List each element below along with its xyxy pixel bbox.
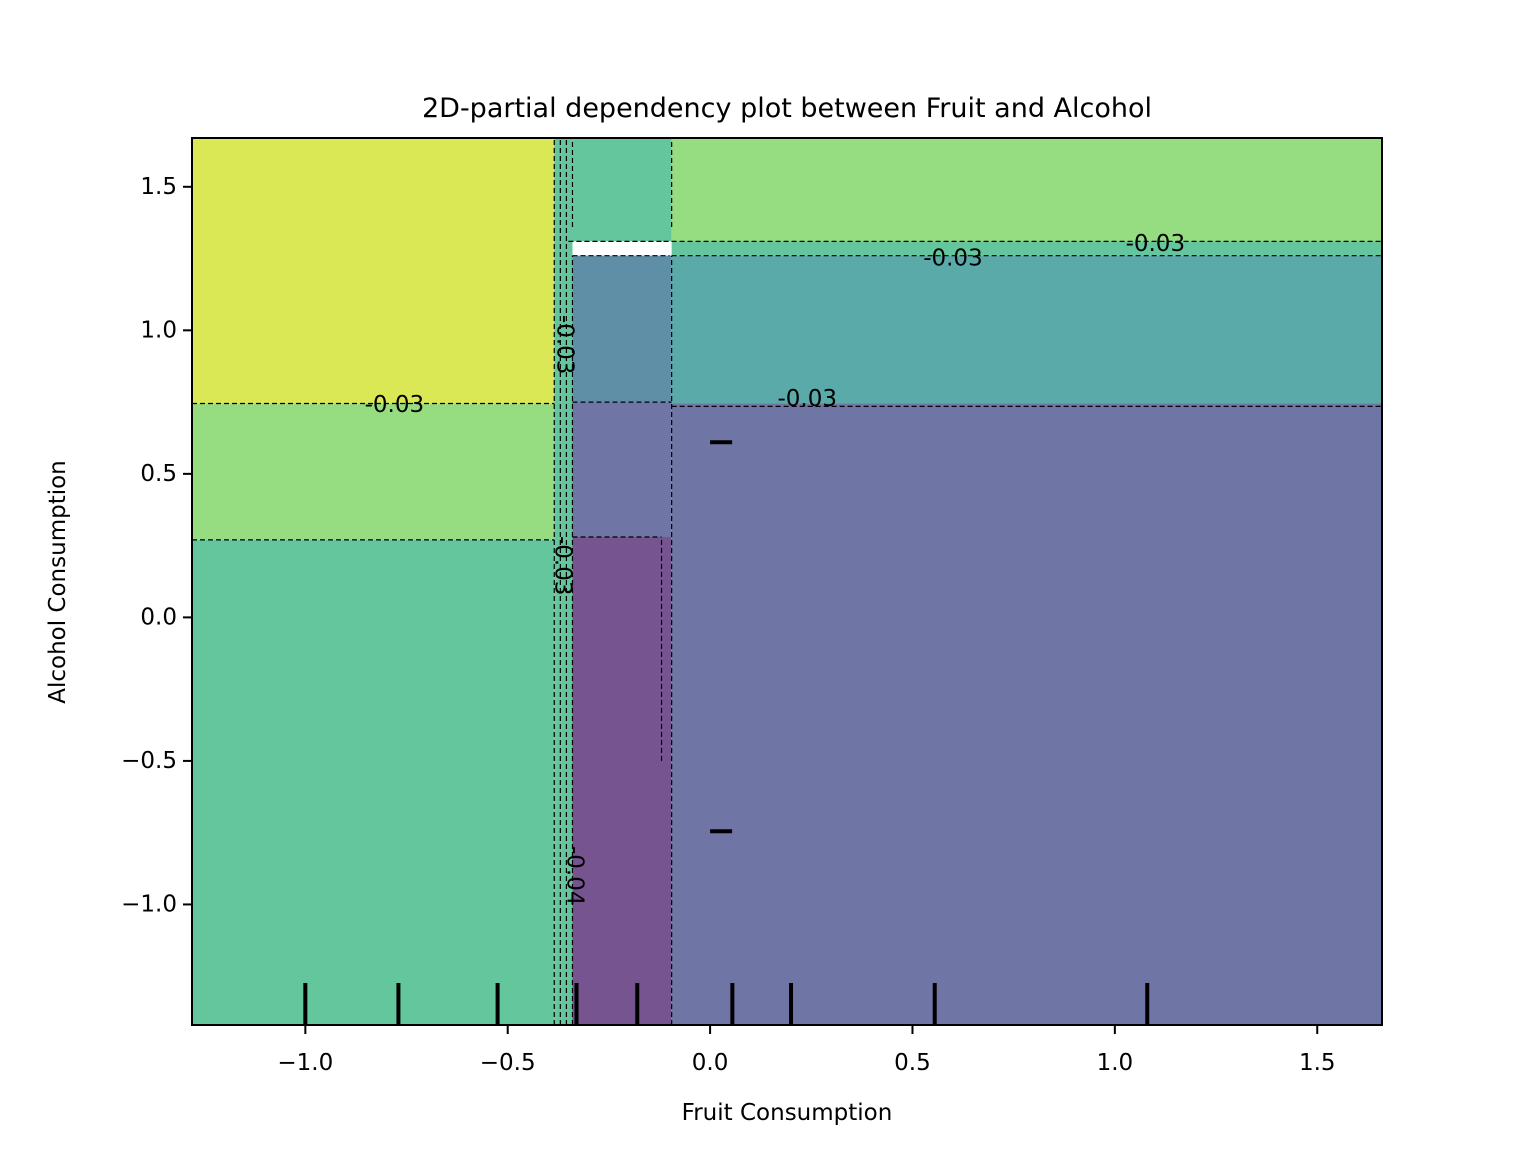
x-axis: −1.0 −0.5 0.0 0.5 1.0 1.5 (277, 1025, 1336, 1076)
rug-layer (303, 440, 1150, 1025)
contour-label-1: -0.03 (777, 386, 837, 412)
y-axis-label: Alcohol Consumption (45, 460, 71, 704)
contour-label-6: -0.04 (562, 846, 588, 906)
contour-fill-layer (192, 138, 1382, 1025)
contour-label-layer: -0.03 -0.03 -0.03 -0.03 -0.03 -0.03 -0.04 (365, 231, 1185, 905)
y-tick-label-2: 0.0 (140, 604, 177, 630)
contour-region-7 (572, 537, 672, 1025)
y-tick-label-5: 1.5 (140, 174, 177, 200)
contour-region-1 (192, 403, 555, 540)
x-tick-label-4: 1.0 (1097, 1050, 1134, 1076)
y-axis: −1.0 −0.5 0.0 0.5 1.0 1.5 (121, 174, 192, 917)
y-tick-label-1: −0.5 (121, 748, 177, 774)
y-tick-label-0: −1.0 (121, 891, 177, 917)
contour-region-0 (192, 138, 555, 404)
y-tick-label-3: 0.5 (140, 461, 177, 487)
contour-region-4 (572, 138, 672, 242)
contour-label-2: -0.03 (923, 246, 983, 272)
contour-label-4: -0.03 (551, 315, 577, 375)
x-tick-label-5: 1.5 (1299, 1050, 1336, 1076)
contour-region-6 (572, 402, 672, 538)
contour-region-2 (192, 539, 555, 1025)
x-tick-label-3: 0.5 (894, 1050, 931, 1076)
contour-region-3 (554, 138, 573, 1025)
contour-region-8 (671, 138, 1382, 242)
x-axis-label: Fruit Consumption (682, 1100, 893, 1126)
contour-label-0: -0.03 (365, 392, 425, 418)
contour-region-5 (572, 255, 672, 403)
plot-frame (191, 137, 1383, 1026)
contour-region-10 (671, 255, 1382, 404)
contour-region-9 (671, 241, 1382, 256)
contour-label-3: -0.03 (1126, 231, 1186, 257)
x-tick-label-0: −1.0 (277, 1050, 333, 1076)
x-tick-label-1: −0.5 (480, 1050, 536, 1076)
x-tick-label-2: 0.0 (692, 1050, 729, 1076)
contour-line-layer (192, 138, 1382, 1025)
contour-region-11 (671, 403, 1382, 1025)
chart-title: 2D-partial dependency plot between Fruit… (422, 93, 1152, 124)
y-tick-label-4: 1.0 (140, 317, 177, 343)
contour-label-5: -0.03 (549, 536, 575, 596)
